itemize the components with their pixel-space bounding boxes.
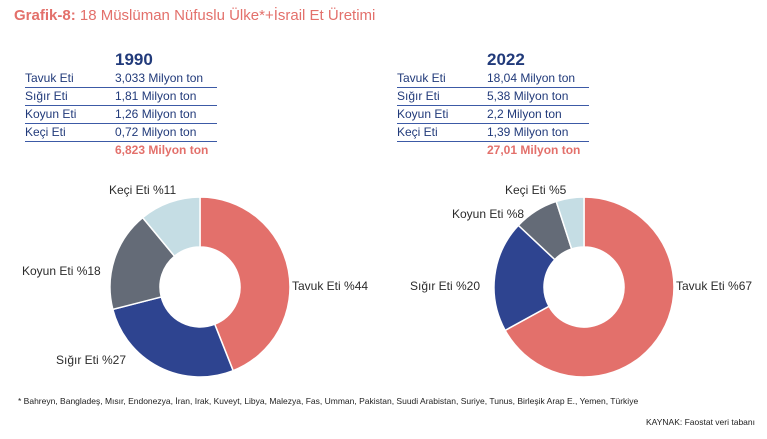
row-label: Keçi Eti bbox=[397, 125, 438, 139]
row-value: 0,72 Milyon ton bbox=[115, 125, 197, 139]
slice-label: Keçi Eti %5 bbox=[505, 183, 567, 197]
slice-label: Tavuk Eti %67 bbox=[676, 279, 752, 293]
total-row: 6,823 Milyon ton bbox=[25, 142, 265, 159]
row-value: 18,04 Milyon ton bbox=[487, 71, 576, 85]
table-row: Keçi Eti 0,72 Milyon ton bbox=[25, 124, 217, 142]
chart-title: Grafik-8: 18 Müslüman Nüfuslu Ülke*+İsra… bbox=[14, 7, 375, 24]
donut-slice-tavuk-eti bbox=[199, 196, 291, 372]
donut-slice-sigir-eti bbox=[111, 296, 235, 378]
row-label: Sığır Eti bbox=[25, 89, 68, 103]
donut-slice-tavuk-eti bbox=[504, 196, 675, 378]
row-value: 3,033 Milyon ton bbox=[115, 71, 204, 85]
slice-label: Sığır Eti %20 bbox=[410, 279, 480, 293]
slice-label: Koyun Eti %8 bbox=[452, 207, 524, 221]
total-value: 27,01 Milyon ton bbox=[487, 143, 581, 157]
donut-slice-keci-eti bbox=[555, 196, 585, 250]
row-value: 5,38 Milyon ton bbox=[487, 89, 569, 103]
title-prefix: Grafik-8: bbox=[14, 7, 76, 24]
source-note: KAYNAK: Faostat veri tabanı bbox=[646, 417, 755, 427]
table-row: Tavuk Eti 3,033 Milyon ton bbox=[25, 70, 217, 88]
row-value: 1,26 Milyon ton bbox=[115, 107, 197, 121]
total-row: 27,01 Milyon ton bbox=[397, 142, 637, 159]
summary-panel-2022: 2022 Tavuk Eti 18,04 Milyon ton Sığır Eti… bbox=[397, 50, 637, 159]
row-value: 2,2 Milyon ton bbox=[487, 107, 562, 121]
donut-slice-keci-eti bbox=[141, 196, 201, 258]
table-row: Tavuk Eti 18,04 Milyon ton bbox=[397, 70, 589, 88]
slice-label: Tavuk Eti %44 bbox=[292, 279, 368, 293]
row-label: Koyun Eti bbox=[397, 107, 449, 121]
row-label: Koyun Eti bbox=[25, 107, 77, 121]
footnote: * Bahreyn, Bangladeş, Mısır, Endonezya, … bbox=[18, 396, 639, 406]
total-value: 6,823 Milyon ton bbox=[115, 143, 209, 157]
row-value: 1,81 Milyon ton bbox=[115, 89, 197, 103]
slice-label: Keçi Eti %11 bbox=[109, 183, 176, 197]
slice-label: Sığır Eti %27 bbox=[56, 353, 126, 367]
row-label: Tavuk Eti bbox=[25, 71, 74, 85]
slice-label: Koyun Eti %18 bbox=[22, 264, 101, 278]
table-row: Koyun Eti 2,2 Milyon ton bbox=[397, 106, 589, 124]
row-label: Tavuk Eti bbox=[397, 71, 446, 85]
table-row: Sığır Eti 5,38 Milyon ton bbox=[397, 88, 589, 106]
row-value: 1,39 Milyon ton bbox=[487, 125, 569, 139]
title-text: 18 Müslüman Nüfuslu Ülke*+İsrail Et Üret… bbox=[75, 7, 376, 24]
row-label: Keçi Eti bbox=[25, 125, 66, 139]
row-label: Sığır Eti bbox=[397, 89, 440, 103]
panel-year: 2022 bbox=[487, 50, 525, 69]
panel-year: 1990 bbox=[115, 50, 153, 69]
donut-slice-sigir-eti bbox=[493, 224, 556, 332]
table-row: Koyun Eti 1,26 Milyon ton bbox=[25, 106, 217, 124]
table-row: Sığır Eti 1,81 Milyon ton bbox=[25, 88, 217, 106]
table-row: Keçi Eti 1,39 Milyon ton bbox=[397, 124, 589, 142]
summary-panel-1990: 1990 Tavuk Eti 3,033 Milyon ton Sığır Eti… bbox=[25, 50, 265, 159]
